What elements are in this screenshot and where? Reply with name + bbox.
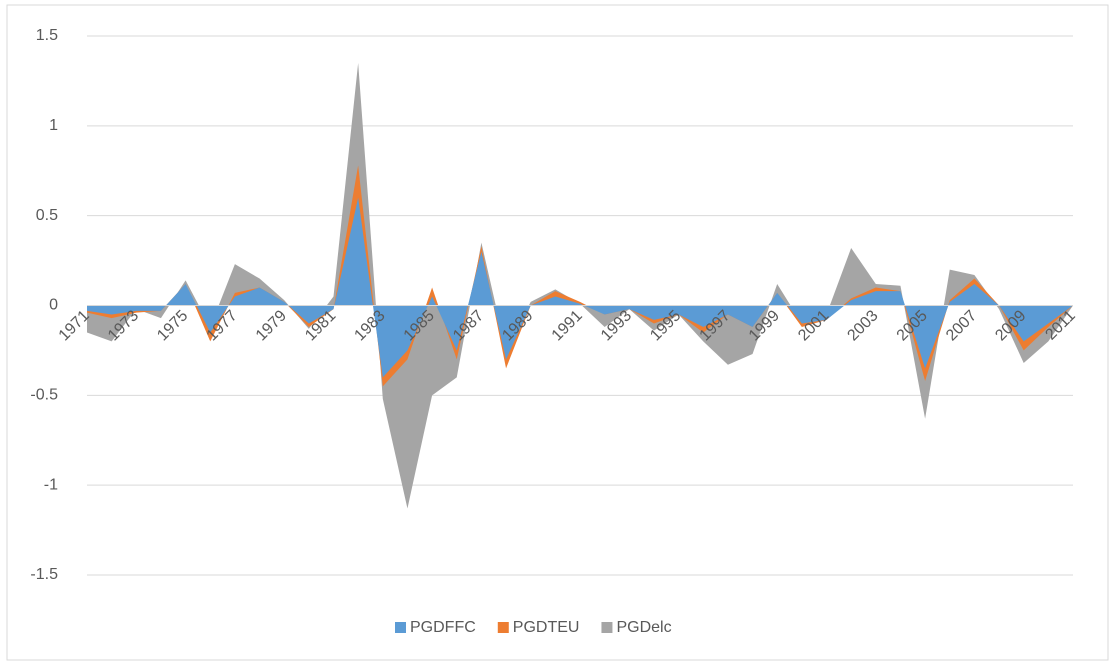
y-tick-label: 1 xyxy=(49,117,58,134)
y-tick-label: -0.5 xyxy=(30,387,58,404)
y-tick-label: -1 xyxy=(44,476,58,493)
legend-swatch xyxy=(601,622,613,633)
y-tick-label: 1.5 xyxy=(36,27,58,44)
legend-label: PGDFFC xyxy=(410,619,476,636)
legend-swatch xyxy=(395,622,406,633)
y-tick-label: 0.5 xyxy=(36,207,58,224)
legend-label: PGDelc xyxy=(616,619,671,636)
legend-label: PGDTEU xyxy=(513,619,580,636)
legend-swatch xyxy=(497,622,509,633)
y-tick-label: 0 xyxy=(49,297,58,314)
area xyxy=(87,62,1073,509)
y-tick-label: -1.5 xyxy=(30,566,58,583)
